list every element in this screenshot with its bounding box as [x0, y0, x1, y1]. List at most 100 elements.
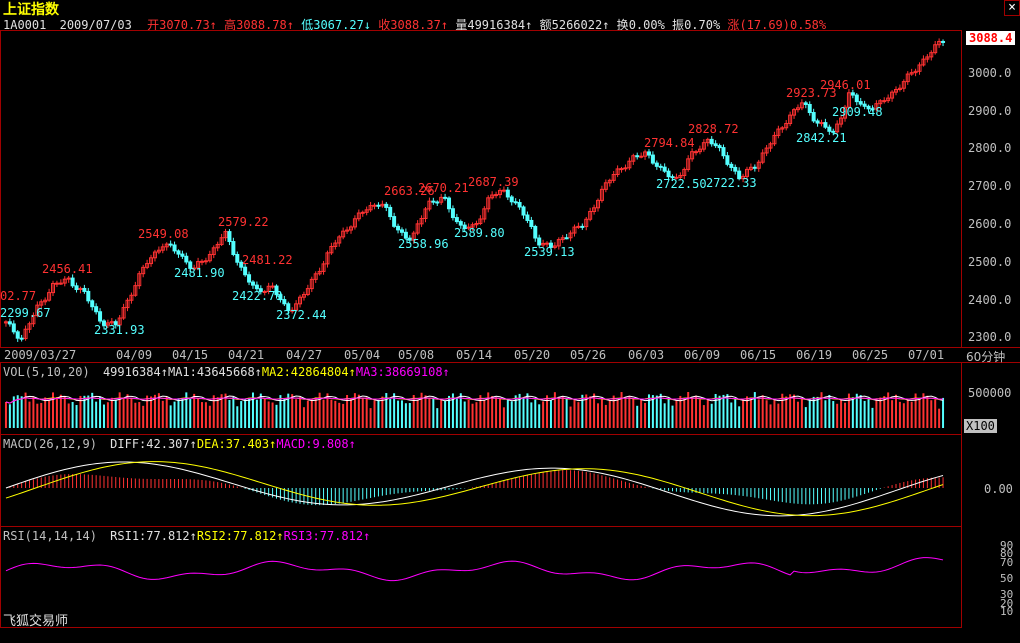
candle-body — [200, 260, 205, 263]
date-axis-label: 04/15 — [172, 348, 209, 362]
price-tick-label: 2400.0 — [968, 292, 1012, 307]
candle-body — [717, 145, 722, 149]
candle-body — [101, 320, 106, 326]
candle-body — [580, 225, 585, 228]
candle-body — [301, 293, 306, 298]
candle-body — [431, 200, 436, 203]
up-arrow-icon: ↑ — [286, 18, 294, 32]
candle-body — [62, 278, 67, 284]
candle-body — [160, 246, 165, 251]
candle-body — [603, 182, 608, 190]
candle-body — [909, 72, 914, 75]
candle-body — [470, 224, 475, 228]
high-value: 3088.78 — [236, 18, 287, 32]
vol-unit: X100 — [964, 419, 997, 433]
candle-body — [411, 232, 416, 241]
up-arrow-icon: ↑ — [276, 529, 284, 543]
candle-body — [149, 257, 154, 265]
candle-body — [776, 128, 781, 136]
candle-body — [372, 204, 377, 207]
candle-body — [196, 261, 201, 269]
candle-body — [744, 168, 749, 177]
candle-body — [384, 203, 389, 208]
price-tick-label: 2600.0 — [968, 217, 1012, 232]
candle-body — [592, 207, 597, 212]
candle-body — [686, 158, 691, 170]
candle-body — [874, 103, 879, 110]
brand-label: 飞狐交易师 — [3, 614, 69, 629]
candle-body — [752, 166, 757, 169]
candle-body — [799, 102, 804, 109]
candle-body — [19, 337, 24, 340]
candle-body — [654, 162, 659, 167]
candle-body — [341, 230, 346, 238]
candle-body — [286, 303, 291, 311]
candle-body — [807, 103, 812, 114]
candle-body — [937, 40, 942, 46]
rsi-indicator-name[interactable]: RSI(14,14,14) — [3, 529, 97, 543]
candle-body — [435, 201, 440, 204]
rsi2-value: RSI2:77.812 — [196, 529, 277, 543]
date-axis-label: 07/01 — [908, 348, 945, 362]
amount-label: 额 — [539, 18, 552, 32]
low-price-label: 2842.21 — [796, 131, 847, 145]
macd-axis-tick: 0.00 — [984, 482, 1013, 496]
candle-body — [552, 245, 557, 248]
candle-body — [156, 249, 161, 253]
candle-body — [192, 267, 197, 270]
candle-body — [427, 200, 432, 210]
candle-body — [792, 109, 797, 116]
low-price-label: 2299.67 — [0, 306, 51, 320]
vol-indicator-name[interactable]: VOL(5,10,20) — [3, 365, 90, 379]
up-arrow-icon: ↑ — [348, 437, 356, 451]
candle-body — [905, 73, 910, 83]
low-price-label: 2909.48 — [832, 105, 883, 119]
candle-body — [764, 147, 769, 154]
candle-body — [454, 217, 459, 223]
rsi-panel — [0, 526, 962, 628]
candle-body — [584, 218, 589, 228]
up-arrow-icon: ↑ — [440, 18, 449, 32]
up-arrow-icon: ↑ — [348, 365, 356, 379]
candle-body — [858, 101, 863, 105]
open-value: 3070.73 — [159, 18, 210, 32]
candle-body — [325, 252, 330, 265]
current-price-tag: 3088.4 — [966, 31, 1016, 45]
macd-value: MACD:9.808 — [276, 437, 349, 451]
ma3-value: MA3:38669108 — [355, 365, 443, 379]
candle-body — [941, 40, 946, 43]
candle-body — [352, 218, 357, 228]
candle-body — [670, 176, 675, 179]
candle-body — [541, 242, 546, 246]
macd-indicator-name[interactable]: MACD(26,12,9) — [3, 437, 97, 451]
candle-body — [278, 294, 283, 301]
candle-body — [227, 231, 232, 243]
candle-body — [168, 243, 173, 246]
candle-body — [172, 244, 177, 252]
rsi-axis-tick: 30 — [1000, 588, 1014, 602]
candle-body — [348, 226, 353, 231]
candle-body — [70, 277, 75, 287]
candle-body — [141, 266, 146, 275]
date-axis-label: 05/08 — [398, 348, 435, 362]
candle-body — [258, 288, 263, 293]
candle-body — [51, 282, 56, 294]
candle-body — [576, 225, 581, 228]
candle-body — [795, 107, 800, 111]
rsi1-value: RSI1:77.812 — [110, 529, 190, 543]
period-label[interactable]: 60分钟 — [966, 350, 1006, 364]
candle-body — [58, 282, 63, 285]
candle-body — [611, 174, 616, 181]
candle-body — [15, 331, 20, 339]
candle-body — [623, 167, 628, 170]
volume-ma-line — [5, 397, 944, 404]
candle-body — [643, 151, 648, 157]
candle-body — [482, 208, 487, 220]
candle-body — [533, 225, 538, 239]
candle-body — [897, 87, 902, 91]
candle-body — [262, 291, 267, 294]
candle-body — [694, 151, 699, 154]
